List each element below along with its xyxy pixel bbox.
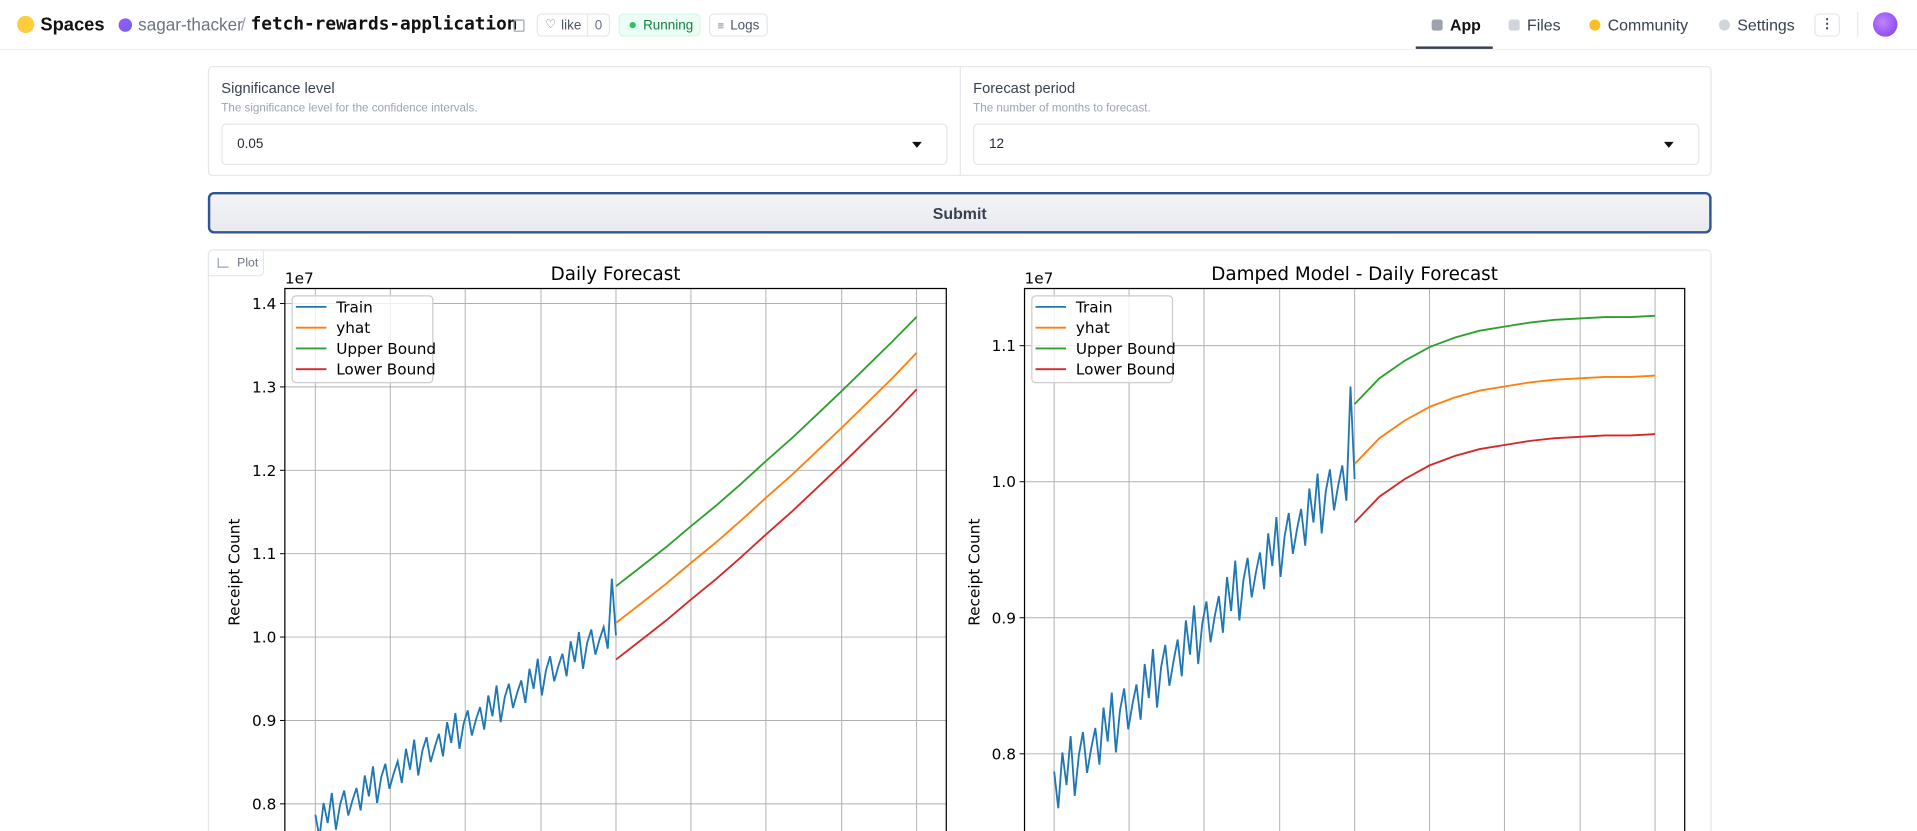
dropdown-value: 12 [989, 136, 1005, 152]
chart-title: Daily Forecast [551, 264, 681, 285]
series-line [314, 578, 617, 831]
nav-label: Settings [1737, 15, 1795, 34]
status-dot [629, 22, 636, 29]
axes-frame [1023, 287, 1686, 831]
like-button[interactable]: ♡ like 0 [536, 13, 611, 37]
y-tick-label: 0.8 [252, 795, 276, 813]
logs-button[interactable]: ≡ Logs [709, 13, 768, 37]
user-avatar[interactable] [1872, 12, 1898, 37]
brand[interactable]: Spaces [40, 14, 105, 35]
separator: / [240, 14, 246, 35]
nav-icon [1589, 18, 1601, 30]
chart: 0.8 0.9 1.0 1.1 Damped Model - Daily Forecas… [965, 264, 1686, 831]
nav-community[interactable]: Community [1589, 0, 1688, 49]
nav-label: Community [1607, 15, 1689, 34]
axes-frame [284, 287, 947, 831]
nav-icon [1431, 18, 1443, 30]
y-tick-label: 1.0 [992, 473, 1016, 491]
more-menu[interactable]: ⋮ [1814, 13, 1840, 37]
y-tick-label: 0.9 [252, 712, 276, 730]
series-line [1353, 314, 1656, 405]
legend-box [1031, 295, 1174, 384]
heart-icon: ♡ [545, 18, 557, 32]
like-count: 0 [594, 17, 603, 33]
field-label: Significance level [221, 79, 335, 97]
legend-label: Upper Bound [336, 340, 436, 358]
y-tick-label: 1.0 [252, 629, 276, 647]
chart-title: Damped Model - Daily Forecast [1211, 264, 1498, 285]
field-hint: The number of months to forecast. [973, 101, 1151, 115]
y-tick-label: 0.8 [992, 745, 1016, 763]
caret [912, 141, 922, 148]
top-bar: Spaces sagar-thacker / fetch-rewards-app… [0, 0, 1917, 51]
nav-settings[interactable]: Settings [1718, 0, 1795, 49]
input-panel: Significance level The significance leve… [207, 66, 1712, 177]
active-tab-underline [1415, 46, 1493, 49]
repo-name[interactable]: fetch-rewards-application [250, 14, 518, 35]
series-line [1353, 433, 1656, 524]
series-line [615, 316, 918, 587]
series-line [615, 352, 918, 624]
legend-label: yhat [1076, 319, 1110, 337]
nav-icon [1508, 18, 1520, 30]
y-tick-label: 1.3 [252, 378, 276, 396]
dropdown-value: 0.05 [237, 136, 264, 152]
nav-label: App [1449, 15, 1481, 34]
y-axis-label: Receipt Count [226, 519, 244, 626]
y-tick-label: 1.4 [252, 295, 276, 313]
owner[interactable]: sagar-thacker [138, 14, 243, 35]
logs-icon: ≡ [717, 18, 725, 32]
status-badge[interactable]: Running [618, 13, 701, 37]
copy-icon[interactable] [513, 19, 525, 32]
plot-label: Plot [237, 256, 259, 270]
y-tick-label: 1.2 [252, 462, 276, 480]
logo[interactable] [17, 15, 35, 34]
series-line [1053, 386, 1356, 809]
legend-label: Lower Bound [336, 361, 435, 379]
plot-icon [217, 257, 229, 268]
owner-avatar [118, 18, 133, 32]
divider [959, 67, 961, 175]
legend-label: Upper Bound [1076, 340, 1176, 358]
legend-label: Lower Bound [1076, 361, 1175, 379]
legend-label: Train [1075, 298, 1113, 316]
y-axis-label: Receipt Count [965, 519, 983, 626]
chart: 0.8 0.9 1.0 1.1 1.2 1.3 1.4 Daily Forecast 1e7 Re… [226, 264, 947, 831]
caret [1663, 141, 1674, 148]
nav-icon [1718, 18, 1730, 30]
logs-label: Logs [730, 17, 760, 33]
field-hint: The significance level for the confidenc… [221, 101, 478, 115]
nav-app[interactable]: App [1431, 0, 1481, 49]
plots: 0.8 0.9 1.0 1.1 1.2 1.3 1.4 Daily Forecast 1e7 Re… [226, 264, 1686, 831]
divider [1857, 12, 1859, 37]
legend-label: Train [335, 298, 373, 316]
legend-box [291, 295, 434, 384]
y-tick-label: 0.9 [992, 609, 1016, 627]
y-tick-label: 1.1 [252, 545, 276, 563]
plot-badge: Plot [207, 249, 265, 277]
field-label: Forecast period [973, 79, 1076, 97]
nav-label: Files [1527, 15, 1561, 34]
submit-button[interactable]: Submit [207, 191, 1712, 234]
dropdown[interactable]: 0.05 [221, 123, 948, 166]
nav-files[interactable]: Files [1508, 0, 1561, 49]
divider [587, 14, 589, 36]
series-line [1353, 374, 1656, 465]
offset-text: 1e7 [1025, 270, 1054, 288]
status-text: Running [643, 17, 694, 33]
y-tick-label: 1.1 [992, 337, 1016, 355]
like-label: like [561, 17, 582, 33]
dropdown[interactable]: 12 [973, 123, 1700, 166]
offset-text: 1e7 [285, 270, 314, 288]
legend-label: yhat [336, 319, 370, 337]
series-line [615, 388, 918, 661]
